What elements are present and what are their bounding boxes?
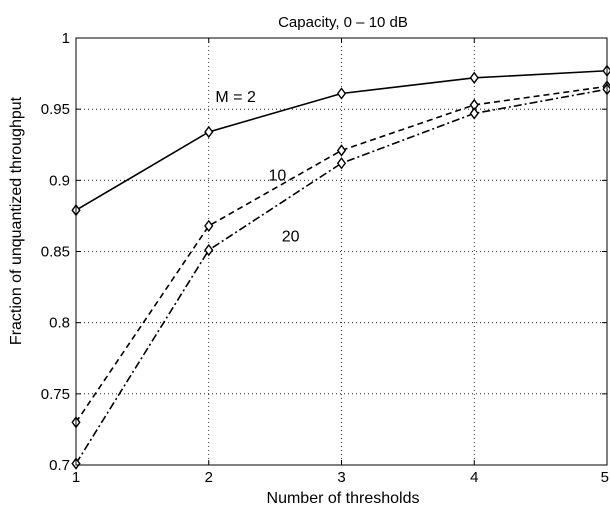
data-point-marker: [336, 144, 347, 157]
y-tick-label: 0.85: [41, 244, 70, 261]
y-tick-label: 1: [62, 30, 70, 47]
data-point-marker: [469, 107, 479, 120]
x-tick-label: 3: [337, 469, 345, 486]
axis-ticks: 1 2 3 4 5 0.7 0.75 0.8 0.85 0.9 0.95 1: [41, 30, 609, 486]
y-tick-label: 0.8: [49, 315, 70, 332]
series-1: [71, 64, 610, 217]
x-tick-label: 2: [205, 469, 213, 486]
y-axis-label: Fraction of unquantized throughput: [8, 96, 25, 345]
x-tick-label: 4: [470, 469, 478, 486]
series-2: [71, 80, 610, 429]
series-annotation: M = 2: [215, 89, 256, 106]
data-point-marker: [336, 87, 347, 100]
series-layer: [71, 64, 610, 470]
data-point-marker: [204, 243, 214, 257]
grid-lines: [76, 38, 607, 465]
series-line: [75, 85, 608, 423]
data-point-marker: [204, 219, 214, 233]
chart-title: Capacity, 0 – 10 dB: [278, 14, 408, 31]
y-tick-label: 0.75: [41, 386, 70, 403]
series-line: [75, 88, 608, 464]
data-point-marker: [204, 125, 214, 139]
data-point-marker: [336, 157, 347, 170]
x-tick-label: 1: [72, 469, 80, 486]
x-axis-label: Number of thresholds: [267, 490, 420, 507]
y-tick-label: 0.95: [41, 101, 70, 118]
series-annotation: 10: [268, 167, 286, 184]
x-tick-label: 5: [601, 469, 609, 486]
series-annotation: 20: [282, 229, 300, 246]
annotations: M = 2 10 20: [215, 89, 299, 245]
data-point-marker: [469, 71, 479, 85]
y-tick-label: 0.9: [49, 172, 70, 189]
y-tick-label: 0.7: [49, 457, 70, 474]
